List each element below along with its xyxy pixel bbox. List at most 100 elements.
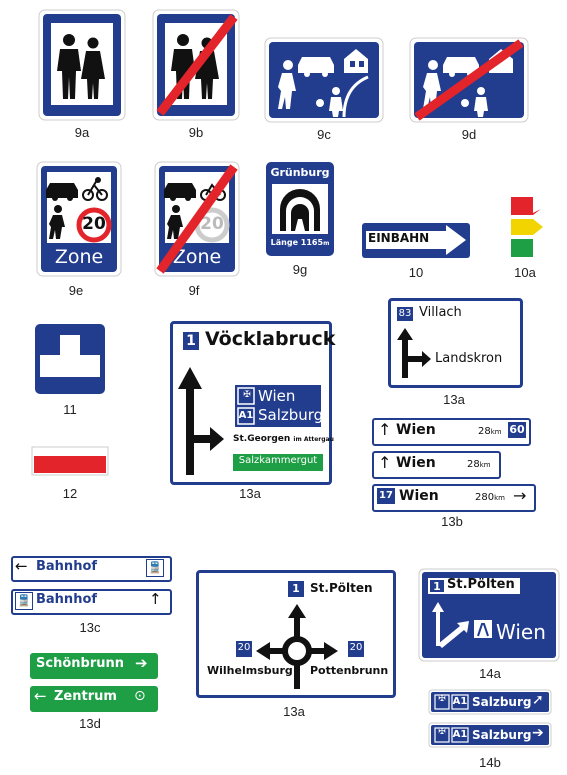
sign-9b-end-pedestrian-zone	[152, 9, 240, 121]
sign-13a-junction-right: Landskron	[435, 351, 503, 366]
caption-13a-1: 13a	[239, 486, 261, 501]
sign-14b-row-2-dest: Salzburg	[472, 728, 532, 742]
sign-13b-row-1-dest: Wien	[396, 422, 436, 438]
sign-13a-main-dest: Vöcklabruck	[205, 328, 336, 350]
sign-12-red-white-band	[31, 446, 109, 476]
sign-13b-row-2-dist-val: 28	[467, 459, 480, 470]
sign-13b-row-2-dist: 28km	[467, 459, 491, 470]
sign-13b-row-2-arrow: ↑	[378, 453, 392, 472]
sign-13b-row-1-badge: 60	[508, 422, 526, 438]
sign-13a-route-no: 1	[186, 333, 196, 349]
sign-13b-row-3-dist: 280km	[475, 492, 505, 503]
sign-13c-row-2-text: Bahnhof	[36, 592, 98, 607]
sign-14a-motorway-board	[418, 568, 560, 662]
sign-13a-round-top: St.Pölten	[310, 581, 373, 595]
sign-13c-row-2-train-icon: 🚆	[15, 592, 33, 610]
sign-9g-name: Grünburg	[270, 166, 330, 179]
caption-13c: 13c	[79, 620, 101, 635]
sign-13c-row-1-train-icon: 🚆	[146, 559, 164, 577]
sign-13b-row-2-dest: Wien	[396, 455, 436, 471]
sign-14b-row-1-motorway-icon: ✠	[438, 694, 446, 704]
caption-13d: 13d	[79, 716, 101, 731]
sign-13b-row-3-unit: km	[494, 494, 505, 502]
sign-14b-row-1-a1: A1	[452, 696, 468, 707]
sign-13a-green-dest: Salzkammergut	[238, 455, 318, 466]
sign-13a-stgeorgen-text: St.Georgen	[233, 434, 291, 444]
sign-13a-motorway-icon: ✠	[243, 390, 251, 400]
sign-13b-row-3	[372, 484, 536, 512]
caption-9a: 9a	[74, 125, 90, 140]
sign-13d-row-2-center-icon: ⊙	[134, 688, 146, 704]
sign-9e-zone-label: Zone	[54, 246, 104, 268]
sign-14b-row-2	[428, 722, 552, 748]
sign-13c-row-1-arrow: ←	[15, 557, 28, 575]
sign-14a-wien: Wien	[496, 620, 546, 644]
sign-13a-junction-route-no: 83	[398, 308, 412, 319]
sign-14b-row-2-motorway-icon: ✠	[438, 727, 446, 737]
sign-13d-row-2	[30, 686, 158, 712]
sign-13a-wien: Wien	[258, 387, 296, 405]
caption-13a-3: 13a	[283, 704, 305, 719]
sign-13c-row-2	[11, 589, 172, 615]
sign-13c-row-2-arrow: ↑	[149, 590, 162, 608]
caption-10a: 10a	[514, 265, 536, 280]
sign-13a-round-top-no: 1	[292, 582, 300, 595]
sign-14b-row-2-a1: A1	[452, 729, 468, 740]
sign-14b-row-1-dest: Salzburg	[472, 695, 532, 709]
sign-13d-row-2-text: Zentrum	[54, 689, 117, 704]
sign-9g-tunnel	[266, 162, 334, 256]
sign-14a-route-no: 1	[433, 580, 441, 593]
sign-14b-row-1	[428, 689, 552, 715]
sign-9f-zone-label: Zone	[172, 246, 222, 268]
sign-13a-round-left: Wilhelmsburg	[207, 664, 293, 677]
sign-13b-row-1-dist: 28km	[478, 426, 502, 437]
caption-14b: 14b	[479, 755, 501, 770]
sign-13a-round-left-no: 20	[237, 642, 251, 653]
sign-13a-a1: A1	[238, 410, 254, 421]
sign-11-dead-end	[35, 324, 105, 394]
sign-9g-length: Länge 1165m	[265, 238, 335, 247]
sign-14a-top: St.Pölten	[447, 577, 515, 592]
sign-13d-row-1	[30, 653, 158, 679]
caption-9b: 9b	[188, 125, 204, 140]
sign-13d-row-2-arrow: ←	[34, 687, 47, 705]
caption-13b: 13b	[441, 514, 463, 529]
sign-13a-round-right-no: 20	[349, 642, 363, 653]
sign-13a-junction-top: Villach	[419, 305, 462, 320]
sign-9g-length-unit: m	[323, 240, 330, 247]
sign-13b-row-1-unit: km	[490, 428, 502, 436]
sign-13b-row-1-dist-val: 28	[478, 426, 491, 437]
sign-13c-row-1-text: Bahnhof	[36, 559, 98, 574]
sign-9e-speed: 20	[82, 214, 106, 234]
sign-13b-row-3-arrow: →	[513, 486, 527, 505]
sign-13b-row-1-arrow: ↑	[378, 420, 392, 439]
caption-13a-2: 13a	[443, 392, 465, 407]
sign-13a-round-right: Pottenbrunn	[310, 664, 389, 677]
sign-13a-stgeorgen: St.Georgen im Attergau	[233, 434, 334, 444]
sign-9g-length-text: Länge 1165	[270, 238, 324, 247]
caption-9e: 9e	[68, 283, 84, 298]
sign-13a-junction-arrows	[397, 307, 431, 378]
sign-10-one-way	[362, 223, 470, 258]
sign-9a-pedestrian-zone	[38, 9, 126, 121]
sign-13a-stgeorgen-small: im Attergau	[293, 436, 334, 443]
caption-12: 12	[62, 486, 78, 501]
sign-10-text: EINBAHN	[368, 231, 430, 245]
caption-14a: 14a	[479, 666, 501, 681]
sign-9d-end-living-street	[409, 37, 529, 123]
sign-9c-living-street	[264, 37, 384, 123]
sign-13a-roundabout-diagram	[236, 581, 364, 689]
sign-9f-speed: 20	[200, 214, 224, 234]
caption-9g: 9g	[292, 262, 308, 277]
sign-13a-arrows	[178, 332, 323, 475]
sign-13b-row-3-dist-val: 280	[475, 492, 495, 503]
caption-11: 11	[63, 402, 77, 417]
sign-13b-row-2	[372, 451, 501, 479]
sign-14b-row-1-arrow: ➚	[532, 692, 544, 708]
sign-14b-row-2-arrow: ➔	[532, 725, 544, 741]
sign-13b-row-3-dest: Wien	[399, 488, 439, 504]
caption-10: 10	[408, 265, 424, 280]
sign-13a-salzburg: Salzburg	[258, 406, 324, 424]
caption-9d: 9d	[461, 127, 477, 142]
sign-13b-row-1	[372, 418, 531, 446]
